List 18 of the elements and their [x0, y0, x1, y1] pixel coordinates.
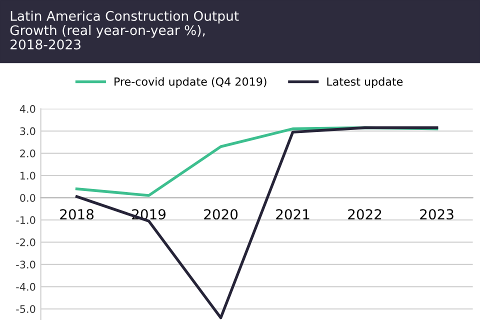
legend-label: Pre-covid update (Q4 2019): [114, 77, 266, 88]
y-tick-label: 1.0: [20, 172, 36, 180]
y-tick-label: 4.0: [20, 105, 36, 113]
x-tick-label: 2022: [348, 209, 382, 220]
y-tick-label: -2.0: [16, 238, 36, 246]
y-tick-label: -4.0: [16, 282, 36, 291]
x-tick-label: 2023: [420, 209, 454, 220]
x-tick-label: 2020: [204, 209, 238, 220]
y-tick-label: 3.0: [20, 127, 36, 136]
y-tick-label: 0.0: [20, 194, 36, 202]
y-tick-label: -3.0: [16, 260, 36, 269]
x-tick-label: 2018: [60, 209, 94, 220]
chart-title: Latin America Construction Output Growth (real year-on-year %), 2018-2023: [10, 10, 239, 50]
legend-label: Latest update: [327, 77, 403, 88]
y-tick-label: -5.0: [16, 305, 36, 313]
y-tick-label: 2.0: [20, 149, 36, 158]
y-tick-label: -1.0: [16, 216, 36, 224]
x-tick-label: 2021: [276, 209, 310, 220]
